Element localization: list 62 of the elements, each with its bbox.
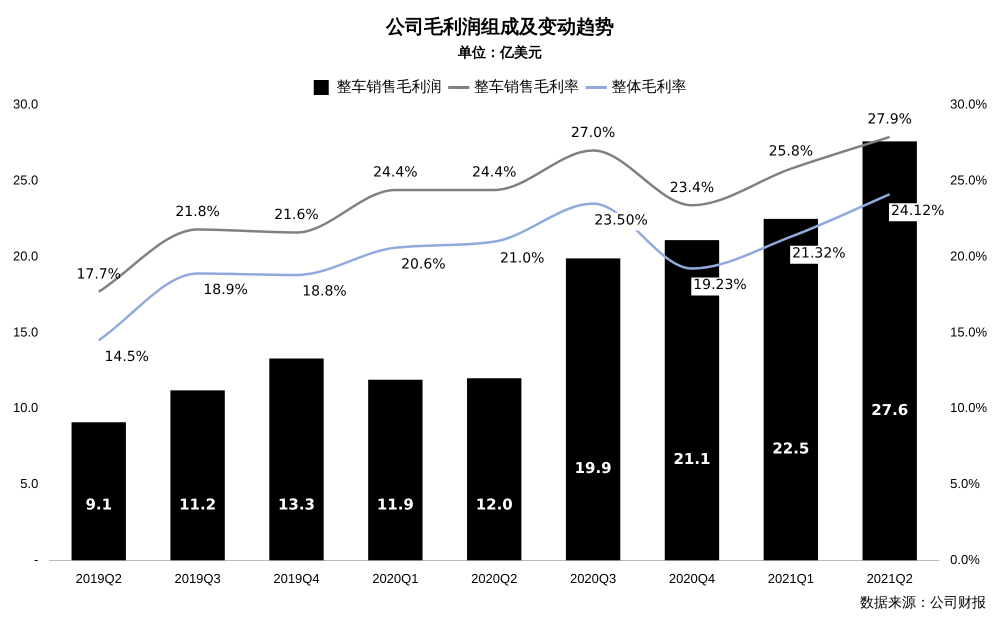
x-tick-label: 2020Q2 xyxy=(471,570,518,586)
data-label: 21.6% xyxy=(274,207,319,224)
data-label: 9.1 xyxy=(85,495,112,514)
y-tick-label: 10.0 xyxy=(12,400,38,416)
y-tick-label: 30.0 xyxy=(12,96,38,112)
x-tick-label: 2020Q3 xyxy=(570,570,616,586)
data-label: 18.8% xyxy=(302,284,347,300)
bar xyxy=(566,258,620,560)
data-label: 17.7% xyxy=(76,266,121,282)
x-tick-label: 2019Q4 xyxy=(273,570,320,586)
source-note: 数据来源：公司财报 xyxy=(860,594,986,612)
y2-tick-label: 0.0% xyxy=(950,552,980,567)
x-tick-label: 2020Q1 xyxy=(372,570,418,586)
legend-label: 整车销售毛利率 xyxy=(474,78,579,96)
y2-tick-label: 20.0% xyxy=(950,248,988,264)
y-tick-label: 20.0 xyxy=(12,248,38,264)
data-label: 25.8% xyxy=(768,143,814,160)
data-label: 23.50% xyxy=(594,212,648,228)
y-tick-label: 15.0 xyxy=(12,324,38,340)
bar xyxy=(269,358,324,560)
data-label: 11.2 xyxy=(179,495,216,514)
data-label: 19.9 xyxy=(574,459,612,478)
legend-label: 整体毛利率 xyxy=(611,78,686,96)
data-label: 18.9% xyxy=(203,282,248,298)
x-tick-label: 2021Q1 xyxy=(768,570,814,586)
data-label: 21.0% xyxy=(500,250,544,266)
y-tick-label: 5.0 xyxy=(20,476,38,492)
data-label: 27.0% xyxy=(570,125,616,142)
bar xyxy=(170,390,225,560)
data-label: 27.6 xyxy=(871,400,908,419)
bar xyxy=(368,380,423,560)
y2-tick-label: 5.0% xyxy=(950,476,980,492)
data-label: 22.5 xyxy=(772,440,810,458)
data-label: 21.32% xyxy=(792,245,846,262)
data-label: 21.1 xyxy=(673,450,710,468)
chart-subtitle: 单位：亿美元 xyxy=(457,44,543,62)
data-label: 24.12% xyxy=(891,202,944,219)
x-tick-label: 2020Q4 xyxy=(668,570,716,586)
data-label: 14.5% xyxy=(104,348,149,365)
data-label: 24.4% xyxy=(373,164,418,181)
data-label: 12.0 xyxy=(476,495,513,514)
data-label: 20.6% xyxy=(401,256,446,272)
data-label: 19.23% xyxy=(693,277,747,294)
x-tick-label: 2019Q3 xyxy=(174,570,221,586)
bar xyxy=(72,422,126,560)
data-label: 24.4% xyxy=(472,164,516,181)
data-label: 21.8% xyxy=(175,204,220,220)
data-label: 27.9% xyxy=(867,112,912,128)
data-label: 23.4% xyxy=(670,180,714,196)
x-tick-label: 2021Q2 xyxy=(866,570,913,586)
data-label: 13.3 xyxy=(278,495,315,514)
y2-tick-label: 30.0% xyxy=(950,96,988,112)
y2-tick-label: 25.0% xyxy=(950,172,988,188)
bar xyxy=(467,378,522,560)
y2-tick-label: 15.0% xyxy=(950,324,988,340)
y-tick-label: 25.0 xyxy=(12,172,38,188)
chart-title: 公司毛利润组成及变动趋势 xyxy=(384,15,615,40)
legend-label: 整车销售毛利润 xyxy=(336,78,442,96)
x-tick-label: 2019Q2 xyxy=(76,570,122,586)
y-tick-label: - xyxy=(34,552,38,567)
data-label: 11.9 xyxy=(376,495,414,514)
y2-tick-label: 10.0% xyxy=(950,400,988,416)
